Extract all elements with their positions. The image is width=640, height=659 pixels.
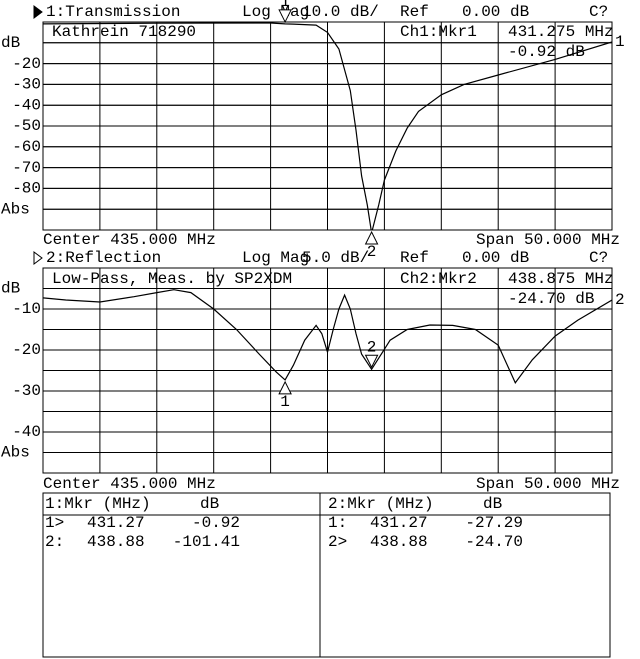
cal-status: C? <box>589 249 608 267</box>
y-tick-label: dB <box>1 280 20 298</box>
y-tick-label: -10 <box>12 300 41 318</box>
marker-value: -24.70 dB <box>508 290 594 308</box>
y-tick-label: -40 <box>12 96 41 114</box>
scale: 5.0 dB/ <box>302 249 369 267</box>
trace-subtitle: Kathrein 718290 <box>52 23 196 41</box>
center-freq: Center 435.000 MHz <box>43 231 216 249</box>
y-tick-label: -30 <box>12 382 41 400</box>
y-tick-label: Abs <box>1 200 30 218</box>
cal-status: C? <box>589 3 608 21</box>
table-cell: -101.41 <box>173 533 240 551</box>
marker <box>278 380 292 395</box>
trace-subtitle: Low-Pass, Meas. by SP2XDM <box>52 270 292 288</box>
y-tick-label: -50 <box>12 117 41 135</box>
marker-label: 2 <box>367 243 377 261</box>
marker <box>278 9 292 24</box>
marker-freq: 431.275 MHz <box>508 23 614 41</box>
format: Log Mag <box>242 249 309 267</box>
marker-value: -0.92 dB <box>508 43 585 61</box>
marker <box>364 354 379 369</box>
table-cell: 438.88 <box>87 533 145 551</box>
table-cell: -27.29 <box>465 514 523 532</box>
channel-title: 1:Transmission <box>46 3 180 21</box>
marker-label: 2 <box>367 338 377 356</box>
ref-label: Ref <box>400 3 429 21</box>
table-cell: 438.88 <box>370 533 428 551</box>
table-cell: -0.92 <box>192 514 240 532</box>
trace-label: 1 <box>615 33 625 51</box>
y-tick-label: -70 <box>12 159 41 177</box>
table-cell: 431.27 <box>370 514 428 532</box>
table-cell: 1: <box>328 514 347 532</box>
ref-value: 0.00 dB <box>462 3 529 21</box>
trace-label: 2 <box>615 291 625 309</box>
ref-label: Ref <box>400 249 429 267</box>
y-tick-label: dB <box>1 34 20 52</box>
trace <box>43 22 612 230</box>
channel-indicator <box>33 251 43 265</box>
table-cell: 2: <box>45 533 64 551</box>
y-tick-label: -20 <box>12 55 41 73</box>
scale: 10.0 dB/ <box>302 3 379 21</box>
y-tick-label: -20 <box>12 341 41 359</box>
marker-channel: Ch2:Mkr2 <box>400 270 477 288</box>
table-cell: 431.27 <box>87 514 145 532</box>
marker-label: 1 <box>280 0 290 11</box>
table-header: 1:Mkr (MHz) <box>45 495 151 513</box>
ref-value: 0.00 dB <box>462 249 529 267</box>
channel-title: 2:Reflection <box>46 249 161 267</box>
table-header: dB <box>483 495 502 513</box>
center-freq: Center 435.000 MHz <box>43 475 216 493</box>
table-header: 2:Mkr (MHz) <box>328 495 434 513</box>
y-tick-label: Abs <box>1 444 30 462</box>
y-tick-label: -40 <box>12 423 41 441</box>
marker-freq: 438.875 MHz <box>508 270 614 288</box>
y-tick-label: -30 <box>12 76 41 94</box>
span: Span 50.000 MHz <box>476 475 620 493</box>
table-cell: -24.70 <box>465 533 523 551</box>
format: Log Mag <box>242 3 309 21</box>
marker-label: 1 <box>280 393 290 411</box>
table-cell: 2> <box>328 533 347 551</box>
channel-indicator <box>33 5 43 19</box>
marker-table <box>42 492 611 658</box>
trace <box>43 289 612 384</box>
marker <box>364 230 379 245</box>
table-cell: 1> <box>45 514 64 532</box>
table-header: dB <box>200 495 219 513</box>
y-tick-label: -80 <box>12 180 41 198</box>
marker-channel: Ch1:Mkr1 <box>400 23 477 41</box>
span: Span 50.000 MHz <box>476 231 620 249</box>
y-tick-label: -60 <box>12 138 41 156</box>
